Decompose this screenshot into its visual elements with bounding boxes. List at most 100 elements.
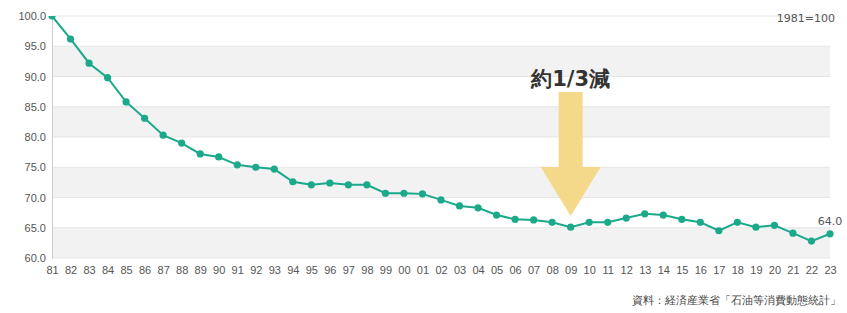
- x-tick-label: 14: [658, 264, 670, 276]
- x-tick-label: 18: [732, 264, 744, 276]
- x-tick-label: 94: [287, 264, 299, 276]
- x-tick: 93: [269, 258, 281, 276]
- x-tick: 92: [250, 258, 262, 276]
- x-tick-label: 15: [676, 264, 688, 276]
- y-tick-label: 100.0: [18, 10, 46, 22]
- x-tick: 98: [361, 258, 373, 276]
- series-line: [52, 16, 830, 241]
- x-tick-label: 23: [824, 264, 836, 276]
- x-tick-label: 85: [120, 264, 132, 276]
- x-tick: 94: [287, 258, 299, 276]
- data-point: [308, 181, 315, 188]
- grid-line: [52, 106, 830, 107]
- x-tick: 89: [195, 258, 207, 276]
- x-tick: 86: [139, 258, 151, 276]
- subtitle: 1981=100: [777, 12, 835, 25]
- data-point: [623, 214, 630, 221]
- x-tick-label: 87: [158, 264, 170, 276]
- y-tick: 65.0: [25, 222, 52, 234]
- data-point: [289, 178, 296, 185]
- x-tick: 16: [695, 258, 707, 276]
- x-tick-label: 95: [306, 264, 318, 276]
- x-tick-label: 90: [213, 264, 225, 276]
- x-tick: 90: [213, 258, 225, 276]
- data-point: [567, 224, 574, 231]
- x-tick-label: 89: [195, 264, 207, 276]
- x-tick: 21: [787, 258, 799, 276]
- x-tick-label: 04: [472, 264, 484, 276]
- data-point: [197, 150, 204, 157]
- x-tick-label: 09: [565, 264, 577, 276]
- x-tick-label: 81: [46, 264, 58, 276]
- x-tick: 88: [176, 258, 188, 276]
- data-label: 64.0: [818, 215, 843, 228]
- x-tick: 13: [639, 258, 651, 276]
- x-tick-label: 84: [102, 264, 114, 276]
- y-tick: 95.0: [25, 40, 52, 52]
- annotation-arrow: [541, 92, 601, 216]
- grid-band: [52, 167, 830, 197]
- chart-svg: 60.065.070.075.080.085.090.095.0100.0818…: [0, 0, 847, 313]
- data-point: [808, 237, 815, 244]
- data-point: [48, 16, 55, 20]
- data-point: [400, 190, 407, 197]
- grid-line: [52, 76, 830, 77]
- x-tick: 20: [769, 258, 781, 276]
- x-tick-label: 19: [750, 264, 762, 276]
- x-tick-label: 02: [435, 264, 447, 276]
- x-tick-label: 99: [380, 264, 392, 276]
- data-point: [437, 196, 444, 203]
- x-tick-label: 08: [547, 264, 559, 276]
- x-tick-label: 07: [528, 264, 540, 276]
- data-point: [67, 35, 74, 42]
- x-tick-label: 20: [769, 264, 781, 276]
- y-tick-label: 65.0: [25, 222, 46, 234]
- y-tick: 70.0: [25, 192, 52, 204]
- data-point: [160, 132, 167, 139]
- x-tick-label: 21: [787, 264, 799, 276]
- data-point: [549, 219, 556, 226]
- x-tick: 06: [509, 258, 521, 276]
- data-point: [271, 165, 278, 172]
- data-point: [456, 202, 463, 209]
- data-point: [789, 230, 796, 237]
- x-tick: 97: [343, 258, 355, 276]
- x-tick-label: 12: [621, 264, 633, 276]
- data-point: [530, 216, 537, 223]
- data-point: [122, 98, 129, 105]
- grid-band: [52, 107, 830, 137]
- x-tick: 14: [658, 258, 670, 276]
- x-tick: 85: [120, 258, 132, 276]
- x-tick-label: 91: [232, 264, 244, 276]
- data-point: [826, 230, 833, 237]
- x-tick: 81: [46, 258, 58, 276]
- x-tick: 84: [102, 258, 114, 276]
- y-tick: 100.0: [18, 10, 52, 22]
- data-point: [771, 222, 778, 229]
- annotation: 約1/3減: [530, 67, 610, 216]
- y-tick-label: 60.0: [25, 252, 46, 264]
- y-tick-label: 70.0: [25, 192, 46, 204]
- x-tick-label: 16: [695, 264, 707, 276]
- plot-area: [48, 16, 833, 245]
- x-tick: 10: [584, 258, 596, 276]
- x-tick: 01: [417, 258, 429, 276]
- y-tick: 85.0: [25, 101, 52, 113]
- data-point: [104, 74, 111, 81]
- source: 資料：経済産業省「石油等消費動態統計」: [632, 294, 841, 307]
- x-tick: 82: [65, 258, 77, 276]
- data-point: [511, 216, 518, 223]
- data-point: [586, 219, 593, 226]
- annotation-text: 約1/3減: [530, 67, 610, 91]
- data-labels: 64.0: [818, 215, 843, 228]
- data-point: [141, 115, 148, 122]
- x-tick: 15: [676, 258, 688, 276]
- grid-band: [52, 228, 830, 258]
- x-tick-label: 01: [417, 264, 429, 276]
- x-tick-label: 88: [176, 264, 188, 276]
- x-tick-label: 11: [603, 264, 614, 276]
- grid-line: [52, 167, 830, 168]
- data-point: [178, 139, 185, 146]
- x-tick: 09: [565, 258, 577, 276]
- x-tick-label: 98: [361, 264, 373, 276]
